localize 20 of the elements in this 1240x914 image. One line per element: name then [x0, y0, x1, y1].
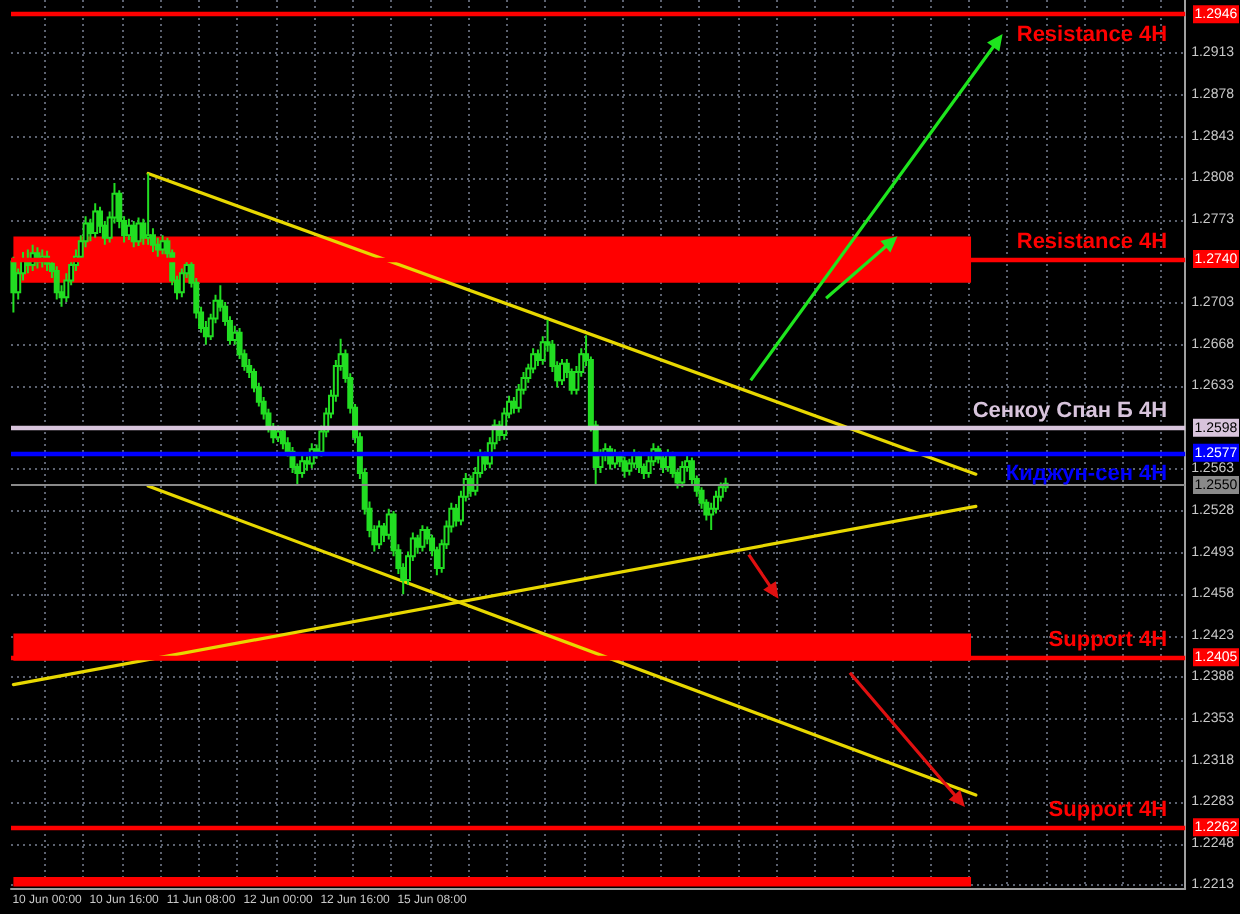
ref-line-label: Resistance 4H [1016, 230, 1168, 255]
candlestick [130, 220, 137, 249]
candlestick [626, 457, 633, 477]
candlestick [660, 454, 667, 475]
candlestick [275, 424, 282, 444]
ref-line-label: Киджун-сен 4H [1005, 461, 1168, 486]
ref-line-label: Resistance 4H [1016, 23, 1168, 48]
ref-line-label: Support 4H [1048, 628, 1168, 653]
candlestick [92, 202, 99, 239]
candlestick [154, 236, 161, 258]
candlestick [145, 172, 152, 246]
candlestick [125, 217, 132, 242]
candlestick [640, 462, 647, 480]
candlestick [419, 524, 426, 553]
ref-line-label: Сенкоу Спан Б 4H [972, 398, 1168, 423]
candlestick [279, 426, 286, 451]
candlestick [559, 357, 565, 387]
candlestick [621, 455, 628, 479]
ref-line-label: Support 4H [1048, 798, 1168, 823]
candlestick [530, 347, 537, 375]
